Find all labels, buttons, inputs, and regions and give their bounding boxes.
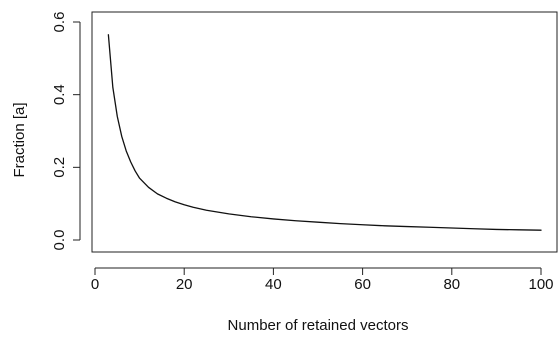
plot-layer [107,34,542,231]
y-tick-label: 0.2 [51,157,68,178]
series-line-0 [107,34,542,231]
x-tick-label: 100 [528,276,553,293]
y-axis-label: Fraction [a] [11,102,28,177]
axis-layer: 0 20 40 60 80 100 0.0 0.2 0.4 0.6 [51,11,558,293]
x-axis-label: Number of retained vectors [228,317,409,334]
x-tick-label: 80 [443,276,460,293]
x-tick-label: 20 [176,276,193,293]
y-tick-label: 0.4 [51,84,68,105]
y-tick-label: 0.6 [51,12,68,33]
x-tick-label: 40 [265,276,282,293]
plot-frame [91,11,558,253]
y-tick-label: 0.0 [51,230,68,251]
x-tick-label: 0 [91,276,99,293]
x-tick-label: 60 [354,276,371,293]
